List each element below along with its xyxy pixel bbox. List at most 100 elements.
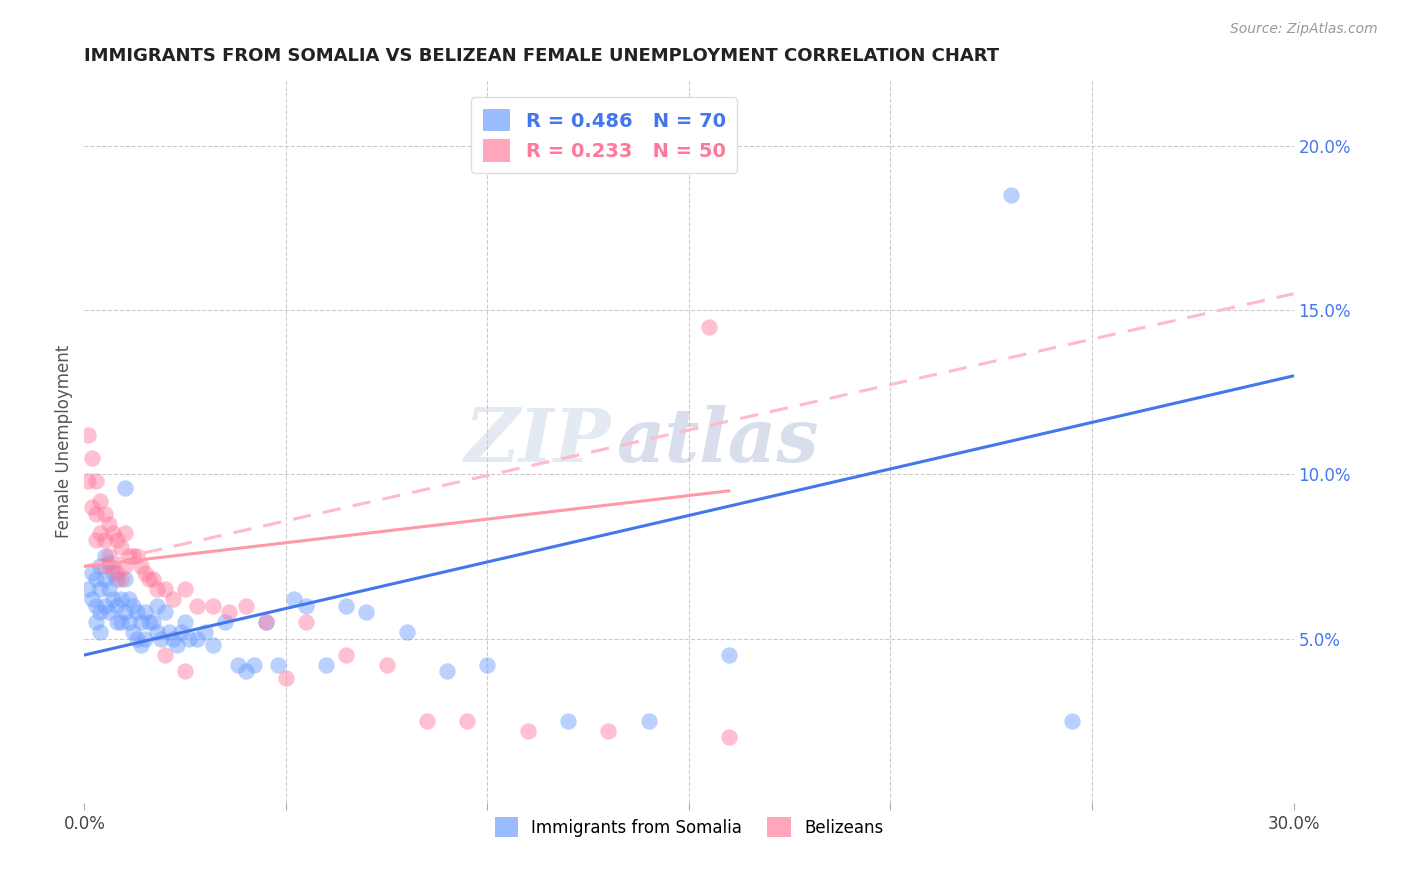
Point bbox=[153, 582, 176, 597]
Point bbox=[218, 605, 240, 619]
Point bbox=[274, 671, 297, 685]
Point bbox=[170, 625, 193, 640]
Point bbox=[101, 526, 124, 541]
Point bbox=[93, 599, 115, 613]
Point bbox=[118, 615, 141, 630]
Point bbox=[118, 592, 141, 607]
Point bbox=[153, 605, 176, 619]
Point bbox=[82, 592, 104, 607]
Point bbox=[129, 638, 152, 652]
Point bbox=[125, 605, 148, 619]
Point bbox=[436, 665, 458, 679]
Point bbox=[295, 599, 318, 613]
Point bbox=[375, 657, 398, 672]
Point bbox=[97, 556, 120, 570]
Point bbox=[110, 540, 132, 554]
Point bbox=[516, 723, 538, 738]
Point bbox=[174, 582, 197, 597]
Point bbox=[121, 549, 143, 564]
Point bbox=[356, 605, 378, 619]
Point bbox=[456, 714, 478, 728]
Point bbox=[86, 474, 108, 488]
Point bbox=[718, 648, 741, 662]
Point bbox=[97, 582, 120, 597]
Point bbox=[89, 559, 111, 574]
Point bbox=[134, 605, 156, 619]
Point bbox=[267, 657, 290, 672]
Point bbox=[93, 507, 115, 521]
Point bbox=[254, 615, 277, 630]
Point bbox=[110, 615, 132, 630]
Point bbox=[283, 592, 305, 607]
Point bbox=[142, 573, 165, 587]
Point bbox=[1060, 714, 1083, 728]
Text: ZIP: ZIP bbox=[464, 405, 610, 478]
Point bbox=[105, 573, 128, 587]
Point bbox=[97, 605, 120, 619]
Point bbox=[315, 657, 337, 672]
Point bbox=[105, 615, 128, 630]
Point bbox=[335, 599, 357, 613]
Text: Source: ZipAtlas.com: Source: ZipAtlas.com bbox=[1230, 22, 1378, 37]
Text: IMMIGRANTS FROM SOMALIA VS BELIZEAN FEMALE UNEMPLOYMENT CORRELATION CHART: IMMIGRANTS FROM SOMALIA VS BELIZEAN FEMA… bbox=[84, 47, 1000, 65]
Point bbox=[97, 516, 120, 531]
Point bbox=[129, 615, 152, 630]
Point bbox=[110, 573, 132, 587]
Point bbox=[295, 615, 318, 630]
Point bbox=[186, 599, 208, 613]
Point bbox=[477, 657, 499, 672]
Point bbox=[86, 533, 108, 547]
Point bbox=[125, 632, 148, 646]
Point bbox=[254, 615, 277, 630]
Point bbox=[697, 319, 720, 334]
Point bbox=[134, 632, 156, 646]
Point bbox=[77, 428, 100, 442]
Point bbox=[93, 549, 115, 564]
Point bbox=[97, 549, 120, 564]
Point bbox=[86, 507, 108, 521]
Point bbox=[598, 723, 620, 738]
Point bbox=[118, 549, 141, 564]
Point bbox=[93, 533, 115, 547]
Legend: Immigrants from Somalia, Belizeans: Immigrants from Somalia, Belizeans bbox=[486, 809, 891, 845]
Point bbox=[149, 632, 172, 646]
Point bbox=[202, 638, 225, 652]
Point bbox=[89, 605, 111, 619]
Point bbox=[89, 625, 111, 640]
Point bbox=[89, 526, 111, 541]
Y-axis label: Female Unemployment: Female Unemployment bbox=[55, 345, 73, 538]
Point bbox=[214, 615, 236, 630]
Point bbox=[121, 599, 143, 613]
Point bbox=[194, 625, 217, 640]
Point bbox=[138, 573, 160, 587]
Point bbox=[101, 559, 124, 574]
Point bbox=[186, 632, 208, 646]
Point bbox=[242, 657, 264, 672]
Point bbox=[114, 481, 136, 495]
Point bbox=[125, 549, 148, 564]
Point bbox=[89, 582, 111, 597]
Point bbox=[105, 599, 128, 613]
Point bbox=[179, 632, 201, 646]
Point bbox=[174, 615, 197, 630]
Point bbox=[235, 665, 257, 679]
Point bbox=[134, 566, 156, 580]
Point bbox=[86, 599, 108, 613]
Point bbox=[110, 592, 132, 607]
Point bbox=[138, 615, 160, 630]
Point bbox=[335, 648, 357, 662]
Point bbox=[105, 566, 128, 580]
Point bbox=[86, 615, 108, 630]
Point bbox=[146, 625, 169, 640]
Point bbox=[146, 582, 169, 597]
Point bbox=[416, 714, 439, 728]
Point bbox=[93, 559, 115, 574]
Point bbox=[166, 638, 188, 652]
Point bbox=[1000, 188, 1022, 202]
Point bbox=[162, 592, 184, 607]
Point bbox=[114, 526, 136, 541]
Point bbox=[82, 500, 104, 515]
Point bbox=[226, 657, 249, 672]
Point bbox=[121, 625, 143, 640]
Point bbox=[114, 605, 136, 619]
